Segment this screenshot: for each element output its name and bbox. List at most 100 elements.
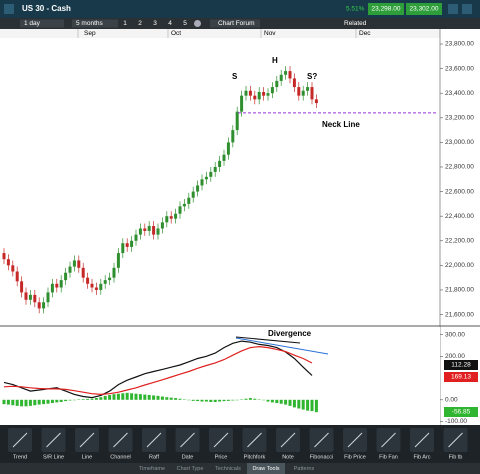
histogram-bar (275, 399, 279, 404)
tool-label: Price (215, 454, 228, 460)
tool-icon (46, 432, 61, 448)
histogram-bar (81, 399, 85, 400)
axis-area (440, 29, 480, 425)
layout-option[interactable]: 4 (168, 20, 172, 27)
tab[interactable]: Chart Type (177, 466, 204, 472)
histogram-bar (310, 399, 314, 412)
histogram-bar (204, 399, 208, 402)
tool-icon (79, 432, 95, 448)
interval-dropdown[interactable] (20, 19, 64, 28)
candle-body (64, 272, 68, 281)
neck-label: Neck Line (322, 120, 360, 129)
histogram-bar (103, 395, 107, 400)
candle-body (218, 160, 222, 167)
forum-button[interactable] (210, 19, 260, 28)
candle-body (222, 154, 226, 161)
tab[interactable]: Patterns (294, 466, 315, 472)
candle-body (108, 277, 112, 281)
histogram-bar (86, 398, 90, 400)
y-tick-label: 21,800.00 (445, 287, 474, 294)
histogram-bar (226, 399, 230, 401)
candle-body (33, 294, 37, 303)
histogram-bar (138, 394, 142, 400)
icon[interactable] (448, 4, 458, 14)
histogram-bar (284, 399, 288, 405)
instrument-title: US 30 - Cash (22, 4, 71, 13)
month: Sep (84, 30, 96, 37)
y-tick-label: 23,400.00 (445, 90, 474, 97)
tab[interactable]: Draw Tools (252, 466, 279, 472)
divergence-line (235, 337, 329, 355)
range-dropdown[interactable] (72, 19, 118, 28)
related[interactable]: Related (344, 20, 367, 27)
layout-option[interactable]: 5 (183, 20, 187, 27)
layout-option[interactable]: 1 (123, 20, 127, 27)
tool-icon (12, 432, 28, 448)
tool-label: Note (282, 454, 294, 460)
histogram-bar (68, 399, 72, 401)
icon[interactable] (462, 4, 472, 14)
histogram-bar (191, 399, 195, 401)
sell-price: 23,298.00 (372, 6, 401, 13)
histogram-bar (50, 399, 54, 404)
histogram-bar (125, 392, 129, 400)
draw-tools-bar (0, 425, 480, 463)
candle-body (191, 191, 195, 198)
candle-body (50, 283, 54, 293)
layout-option[interactable]: 3 (153, 20, 157, 27)
histogram-bar (218, 399, 222, 402)
candle-body (130, 240, 134, 247)
value-label: 112.28 (451, 362, 471, 369)
candle-body (306, 87, 310, 91)
candle-body (160, 222, 164, 229)
histogram-bar (165, 397, 169, 400)
layout-option[interactable]: 2 (138, 20, 142, 27)
candle-body (86, 277, 90, 284)
candle-body (257, 91, 261, 100)
candle-body (209, 171, 213, 177)
forum: Chart Forum (218, 20, 254, 27)
tool-label: Fib tb (449, 454, 463, 460)
histogram-bar (297, 399, 301, 409)
histogram-bar (94, 398, 98, 400)
candle-body (284, 71, 288, 75)
settings-icon[interactable] (194, 20, 201, 27)
candle-body (244, 90, 248, 96)
candle-body (125, 243, 129, 247)
candle-body (213, 166, 217, 172)
tool-icon (347, 432, 363, 448)
candle-body (270, 87, 274, 94)
tab[interactable]: Technicals (215, 466, 241, 472)
y-tick-label: 300.00 (445, 331, 465, 338)
candle-body (262, 91, 266, 96)
sell-box[interactable] (368, 3, 404, 15)
histogram-bar (2, 399, 6, 405)
tab[interactable]: Timeframe (139, 466, 165, 472)
y-tick-label: 0.00 (445, 397, 458, 404)
tool-icon (146, 432, 162, 448)
tool-icon (414, 432, 430, 448)
tool-label: Pitchfork (244, 454, 266, 460)
histogram-bar (222, 399, 226, 402)
candle-body (248, 90, 252, 96)
candle-body (301, 90, 305, 96)
buy-box[interactable] (406, 3, 442, 15)
value-box (444, 407, 478, 417)
y-tick-label: 21,600.00 (445, 311, 474, 318)
candle-body (253, 95, 257, 100)
candle-body (196, 185, 200, 192)
month: Dec (359, 30, 371, 37)
candle-body (310, 87, 314, 100)
menu-icon[interactable] (4, 4, 14, 14)
tool-label: Channel (110, 454, 131, 460)
histogram-bar (112, 394, 116, 400)
y-tick-label: 22,200.00 (445, 237, 474, 244)
candle-body (292, 78, 296, 88)
histogram-bar (15, 399, 19, 406)
candle-body (231, 130, 235, 143)
indicator-area (0, 327, 440, 425)
candle-body (200, 179, 204, 186)
histogram-bar (24, 399, 28, 407)
y-tick-label: 22,400.00 (445, 213, 474, 220)
